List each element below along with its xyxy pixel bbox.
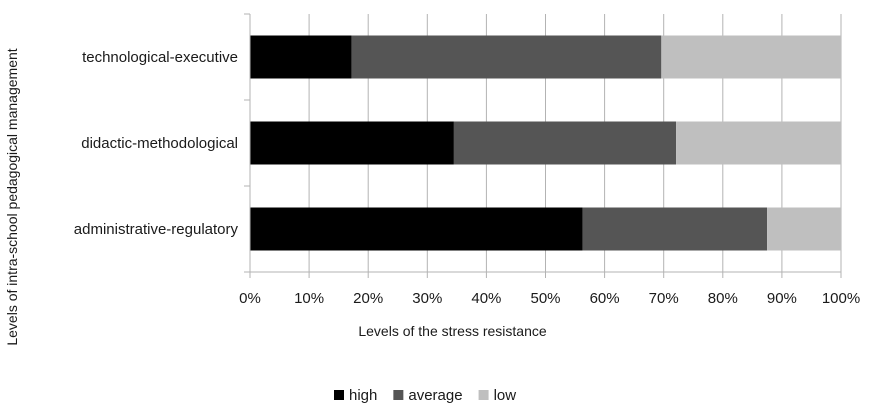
labels: 0% 10% 20% 30% 40% 50% 60% 70% 80% 90% 100% technol… [4, 48, 860, 345]
x-tick-label: 10% [294, 290, 324, 307]
x-tick-label: 40% [471, 290, 501, 307]
x-tick-label: 30% [412, 290, 442, 307]
legend-swatch-average [393, 390, 404, 400]
legend-label-high: high [349, 387, 377, 404]
bar-high [250, 35, 352, 79]
bar-low [767, 207, 841, 251]
axes [244, 13, 842, 278]
bar-high [250, 121, 454, 165]
x-tick-label: 60% [590, 290, 620, 307]
x-tick-label: 50% [530, 290, 560, 307]
bar-average [351, 35, 662, 79]
legend: high average low [334, 387, 516, 404]
x-tick-label: 20% [353, 290, 383, 307]
legend-swatch-low [478, 390, 489, 400]
legend-label-average: average [408, 387, 462, 404]
bar-average [453, 121, 677, 165]
x-axis-title: Levels of the stress resistance [358, 323, 547, 339]
bar-average [582, 207, 768, 251]
y-category-label: didactic-methodological [81, 135, 238, 152]
x-tick-label: 80% [708, 290, 738, 307]
legend-swatch-high [334, 390, 344, 400]
y-axis-title: Levels of intra-school pedagogical manag… [4, 48, 20, 345]
bar-low [661, 35, 841, 79]
bars [250, 35, 841, 251]
y-category-label: administrative-regulatory [74, 221, 239, 238]
legend-label-low: low [494, 387, 517, 404]
y-category-label: technological-executive [82, 49, 238, 66]
bar-high [250, 207, 583, 251]
x-tick-label: 90% [767, 290, 797, 307]
x-tick-label: 70% [649, 290, 679, 307]
x-tick-label: 100% [822, 290, 860, 307]
x-tick-label: 0% [239, 290, 261, 307]
bar-low [676, 121, 841, 165]
